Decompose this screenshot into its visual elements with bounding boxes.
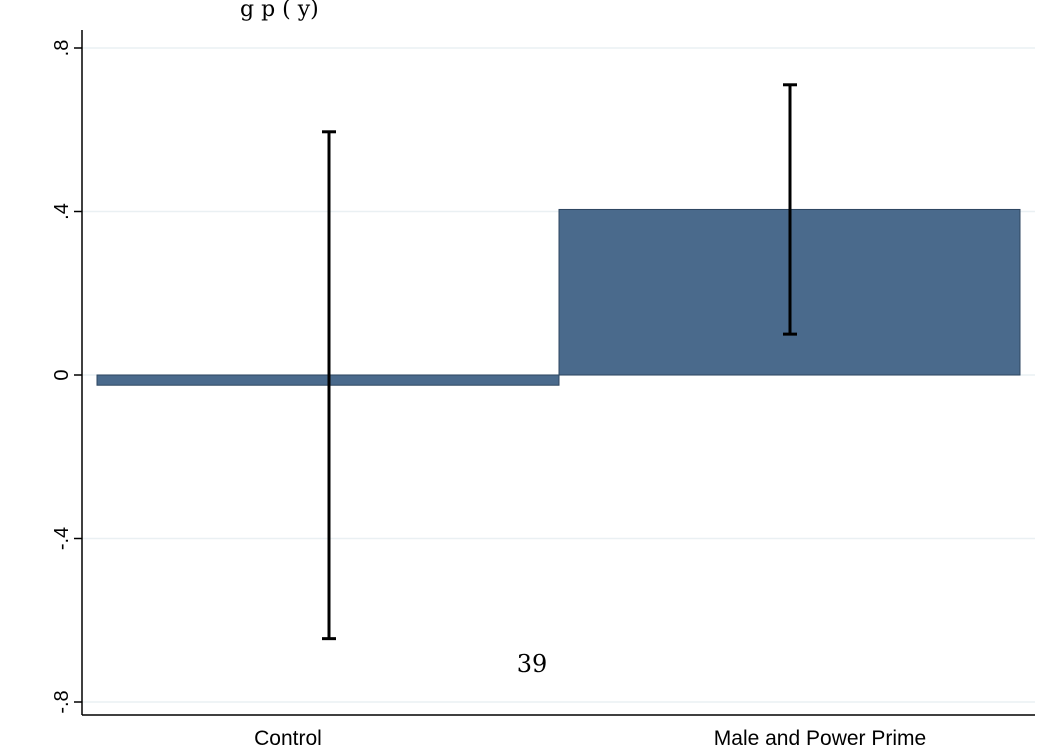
x-category-label-0: Control — [254, 727, 322, 750]
y-tick-label-1: -.4 — [51, 527, 73, 550]
bars — [96, 208, 1021, 386]
y-tick-label-4: .8 — [51, 40, 73, 57]
y-axis-ticks: -.8 -.4 0 .4 .8 — [51, 40, 82, 714]
x-category-label-1: Male and Power Prime — [714, 727, 926, 750]
error-bar-0 — [322, 130, 336, 641]
error-bars — [322, 83, 797, 641]
error-bar-1 — [783, 83, 797, 336]
y-tick-label-2: 0 — [51, 369, 73, 380]
y-tick-label-0: -.8 — [51, 690, 73, 713]
chart-title-fragment: g p ( y) — [240, 0, 319, 22]
axes — [81, 30, 1035, 716]
x-axis-labels: Control Male and Power Prime — [254, 727, 926, 750]
page-number: 39 — [517, 650, 548, 678]
y-tick-label-3: .4 — [51, 203, 73, 220]
